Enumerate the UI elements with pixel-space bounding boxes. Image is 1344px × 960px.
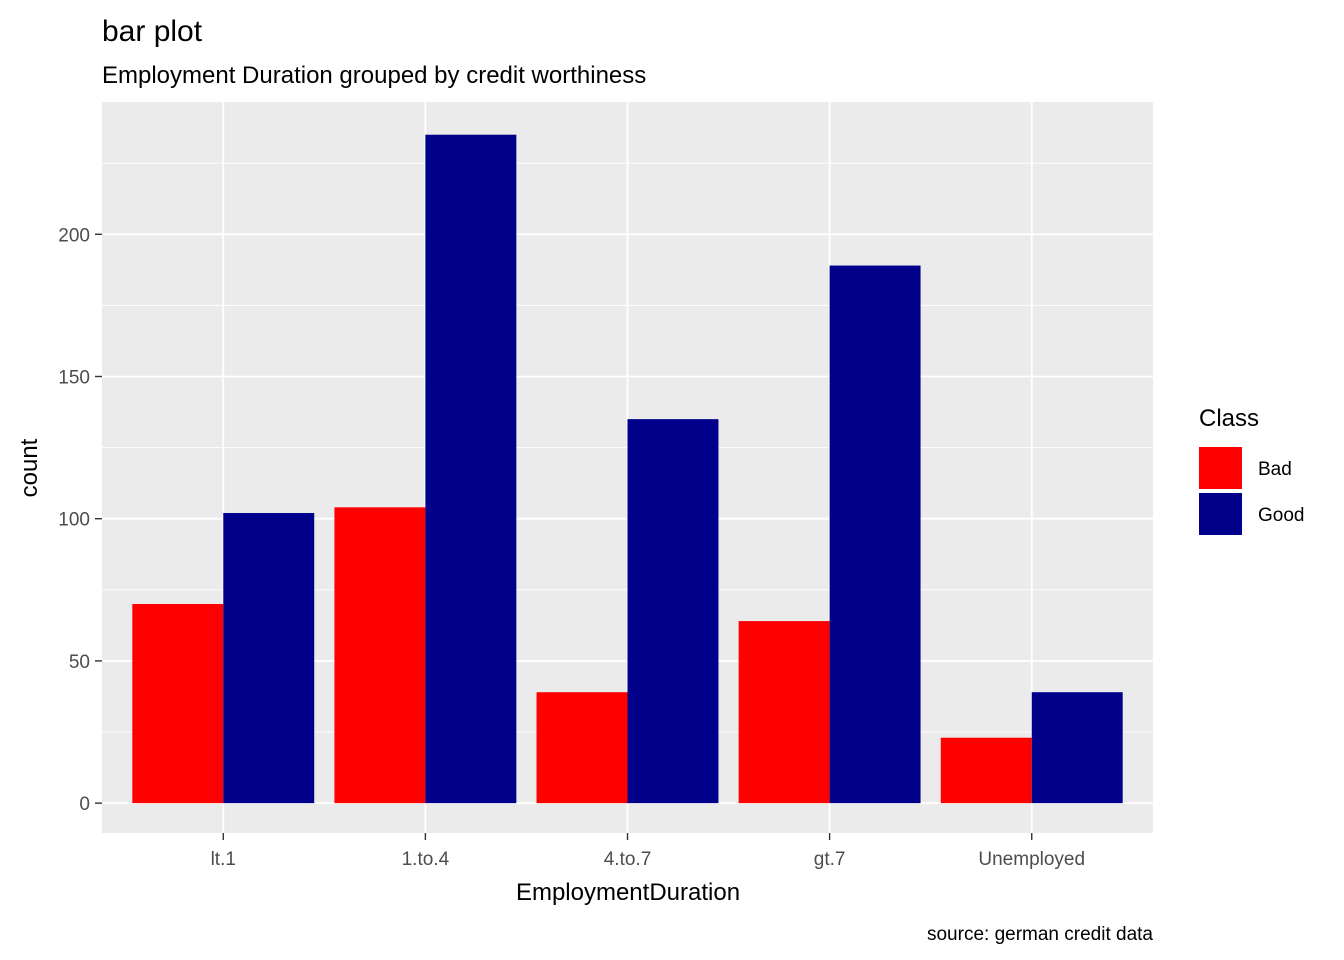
x-axis: lt.1 1.to.4 4.to.7 gt.7 Unemployed xyxy=(211,833,1085,870)
x-tick-label: 1.to.4 xyxy=(402,849,450,870)
bar-bad-lt-1 xyxy=(132,604,224,804)
bar-good-gt-7 xyxy=(829,265,921,804)
y-tick-label: 100 xyxy=(58,510,90,531)
x-tick-label: 4.to.7 xyxy=(604,849,652,870)
x-tick-label: gt.7 xyxy=(814,849,846,870)
y-tick-label: 150 xyxy=(58,367,90,388)
legend-label-good: Good xyxy=(1258,505,1304,526)
x-tick-label: Unemployed xyxy=(978,849,1085,870)
legend-key-bad xyxy=(1199,447,1242,489)
bar-good-4-to-7 xyxy=(627,419,719,804)
bars xyxy=(132,134,1123,804)
y-tick-label: 0 xyxy=(79,794,90,815)
legend: Class Bad Good xyxy=(1199,405,1304,535)
chart-caption: source: german credit data xyxy=(927,924,1153,945)
legend-label-bad: Bad xyxy=(1258,459,1292,480)
y-tick-label: 200 xyxy=(58,225,90,246)
y-tick-label: 50 xyxy=(69,652,90,673)
y-axis: 0 50 100 150 200 xyxy=(58,225,102,815)
bar-bad-4-to-7 xyxy=(536,692,628,804)
chart-subtitle: Employment Duration grouped by credit wo… xyxy=(102,62,646,89)
x-tick-label: lt.1 xyxy=(211,849,236,870)
bar-good-lt-1 xyxy=(223,513,315,804)
bar-good-1-to-4 xyxy=(425,134,517,804)
bar-good-unemployed xyxy=(1031,692,1123,804)
legend-title: Class xyxy=(1199,405,1259,432)
bar-bad-unemployed xyxy=(940,737,1032,804)
bar-bad-1-to-4 xyxy=(334,507,426,804)
bar-bad-gt-7 xyxy=(738,621,830,804)
x-axis-title: EmploymentDuration xyxy=(516,879,740,906)
y-axis-title: count xyxy=(16,438,43,497)
legend-key-good xyxy=(1199,493,1242,535)
chart-title: bar plot xyxy=(102,15,203,48)
